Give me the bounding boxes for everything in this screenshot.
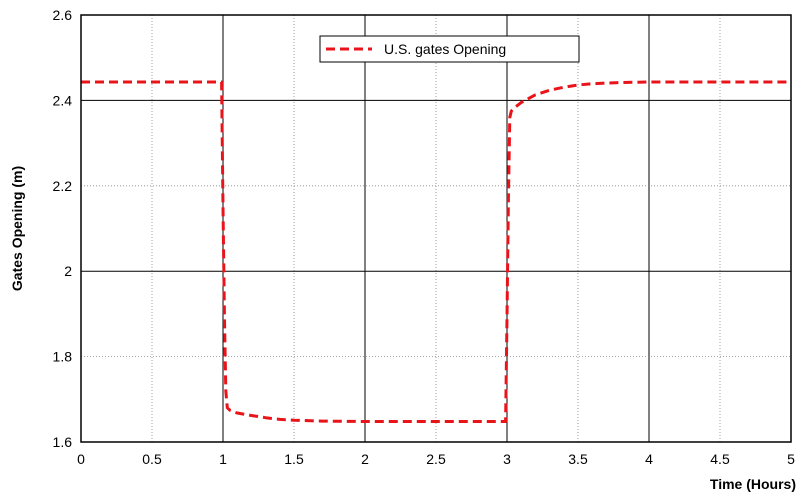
series-layer	[81, 80, 791, 423]
legend-entry-us-gates-opening: U.S. gates Opening	[384, 41, 506, 57]
legend: U.S. gates Opening	[319, 35, 580, 63]
x-tick-label: 4	[645, 451, 653, 467]
x-tick-label: 1.5	[284, 451, 304, 467]
x-tick-label: 2	[361, 451, 369, 467]
x-tick-label: 0	[77, 451, 85, 467]
x-tick-label: 5	[787, 451, 795, 467]
legend-box	[319, 35, 580, 63]
x-tick-label: 2.5	[426, 451, 446, 467]
y-tick-label: 1.6	[53, 434, 73, 450]
x-tick-label: 0.5	[142, 451, 162, 467]
y-tick-label: 1.8	[53, 349, 73, 365]
x-tick-labels: 0 0.5 1 1.5 2 2.5 3 3.5 4 4.5 5	[77, 451, 795, 467]
x-tick-label: 1	[219, 451, 227, 467]
x-tick-label: 4.5	[710, 451, 730, 467]
y-tick-label: 2.4	[53, 92, 73, 108]
x-tick-label: 3.5	[568, 451, 588, 467]
y-tick-label: 2	[64, 263, 72, 279]
y-tick-labels: 1.6 1.8 2 2.2 2.4 2.6	[53, 7, 73, 450]
x-tick-label: 3	[503, 451, 511, 467]
y-tick-label: 2.2	[53, 178, 73, 194]
series-line	[81, 80, 791, 423]
plot-frame	[80, 14, 792, 443]
x-axis-title: Time (Hours)	[710, 476, 796, 492]
y-tick-label: 2.6	[53, 7, 73, 23]
y-axis-title: Gates Opening (m)	[9, 166, 25, 291]
grid-lines	[81, 15, 791, 442]
